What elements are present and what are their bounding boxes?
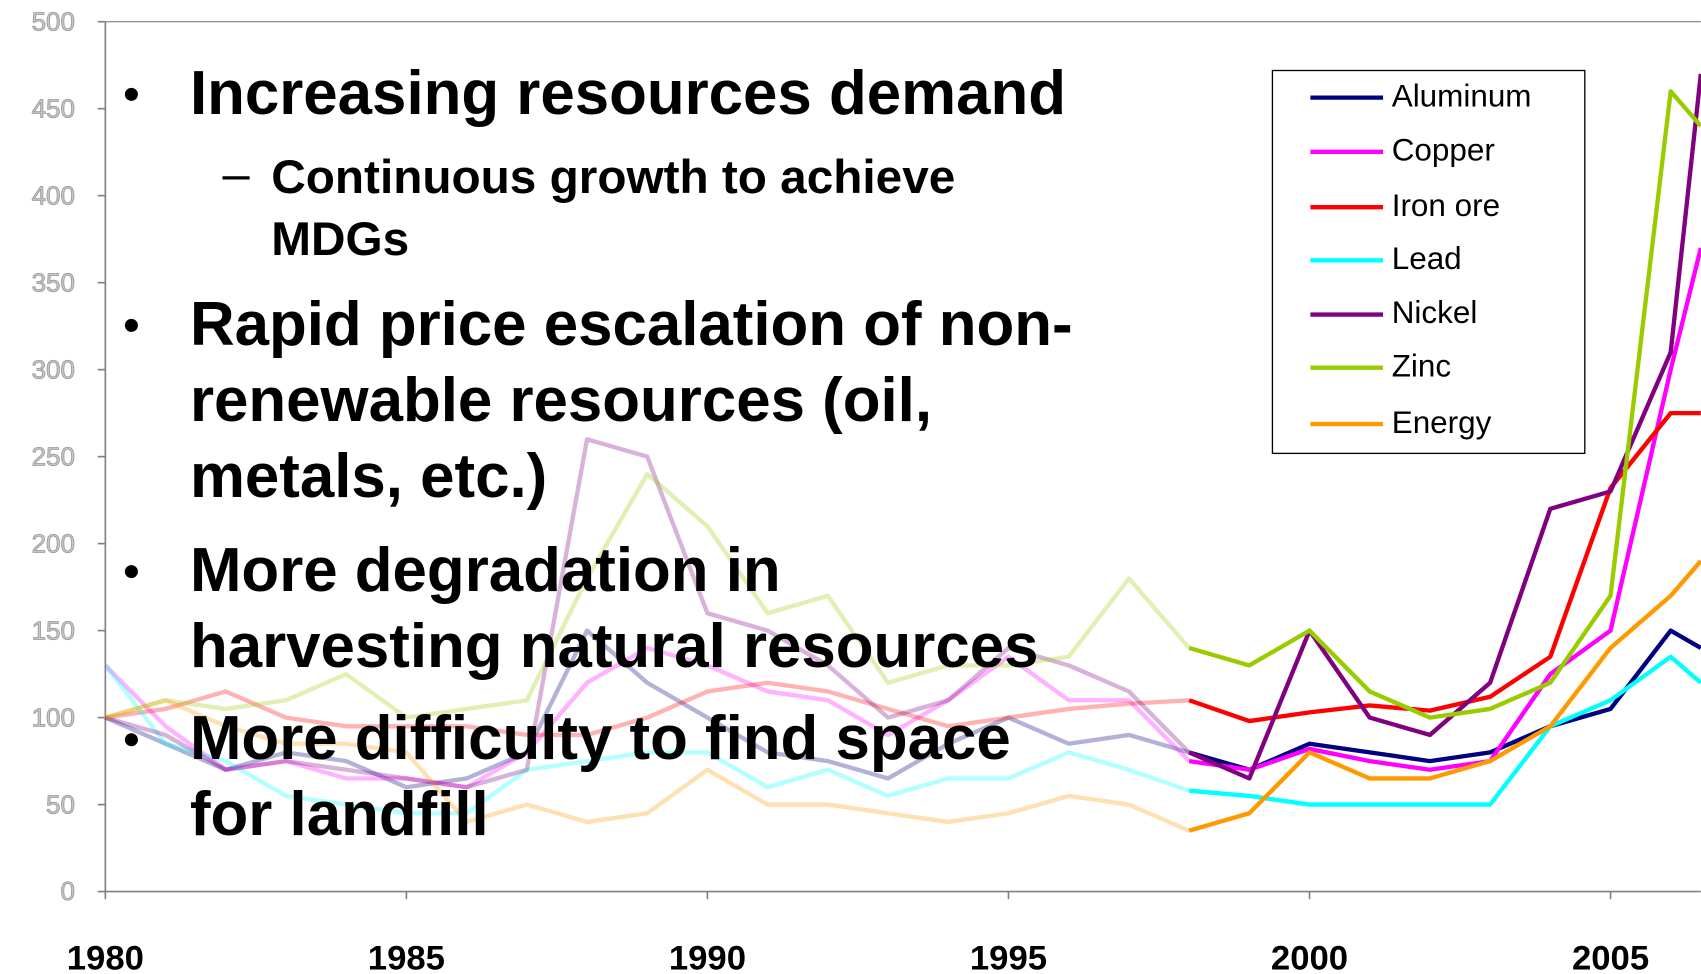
bullet-text: Increasing resources demand Continuous gr… (124, 59, 1073, 849)
chart: 0 50 100 150 200 250 300 350 400 450 500 1980 1985 19… (31, 6, 1701, 974)
y-tick-label: 100 (32, 702, 75, 732)
y-tick-label: 0 (61, 876, 75, 906)
series-line-faded (105, 680, 1190, 738)
bullet-line: renewable resources (oil, (190, 366, 932, 435)
y-tick-label: 450 (32, 93, 75, 123)
bullet-line: Increasing resources demand (190, 59, 1066, 128)
series-line-faded (103, 645, 1191, 790)
y-tick-label: 50 (46, 789, 75, 819)
legend-label: Copper (1392, 133, 1495, 168)
bullet (124, 733, 138, 747)
series-line (1188, 247, 1701, 772)
series-line (1188, 89, 1701, 720)
series-line (1188, 654, 1701, 807)
series-line-faded (104, 471, 1191, 720)
y-tick-label: 500 (32, 6, 75, 36)
x-tick-label: 1985 (368, 940, 445, 974)
legend: Aluminum Copper Iron ore Lead Nickel Zinc Ener… (1271, 69, 1586, 455)
x-tick-label: 1980 (67, 940, 144, 974)
legend-label: Aluminum (1392, 78, 1532, 113)
bullet-line: More degradation in (190, 536, 781, 605)
series-line-faded (104, 698, 1190, 833)
bullet-line: for landfill (190, 780, 489, 849)
y-tick-label: 300 (32, 354, 75, 384)
bullet (124, 87, 138, 101)
x-tick-label: 1995 (970, 940, 1047, 974)
series-line (1188, 559, 1701, 833)
legend-label: Energy (1392, 405, 1492, 440)
legend-label: Lead (1392, 241, 1462, 276)
x-tick-label: 2000 (1271, 940, 1348, 974)
legend-label: Zinc (1392, 348, 1451, 383)
series-line-faded (104, 628, 1190, 790)
bullet-line: Rapid price escalation of non- (190, 290, 1073, 359)
sub-bullet-line: MDGs (271, 213, 409, 266)
bullet-line: harvesting natural resources (190, 612, 1039, 681)
series-line-faded (104, 437, 1191, 790)
bullet-line: metals, etc.) (190, 442, 547, 511)
y-tick-label: 200 (32, 528, 75, 558)
series-line (1188, 628, 1701, 772)
bullet (124, 318, 138, 332)
y-tick-label: 250 (32, 441, 75, 471)
series-line (1188, 73, 1701, 781)
y-tick-label: 350 (32, 267, 75, 297)
y-tick-label: 150 (32, 615, 75, 645)
legend-label: Iron ore (1392, 188, 1500, 223)
x-tick-label: 2005 (1572, 940, 1649, 974)
bullet-line: More difficulty to find space (190, 704, 1011, 773)
y-tick-label: 400 (32, 180, 75, 210)
bullet (124, 565, 138, 579)
series-line (1188, 410, 1701, 724)
legend-label: Nickel (1392, 295, 1478, 330)
series-line-faded (103, 664, 1190, 816)
sub-bullet-line: Continuous growth to achieve (271, 151, 955, 204)
x-tick-label: 1990 (669, 940, 746, 974)
